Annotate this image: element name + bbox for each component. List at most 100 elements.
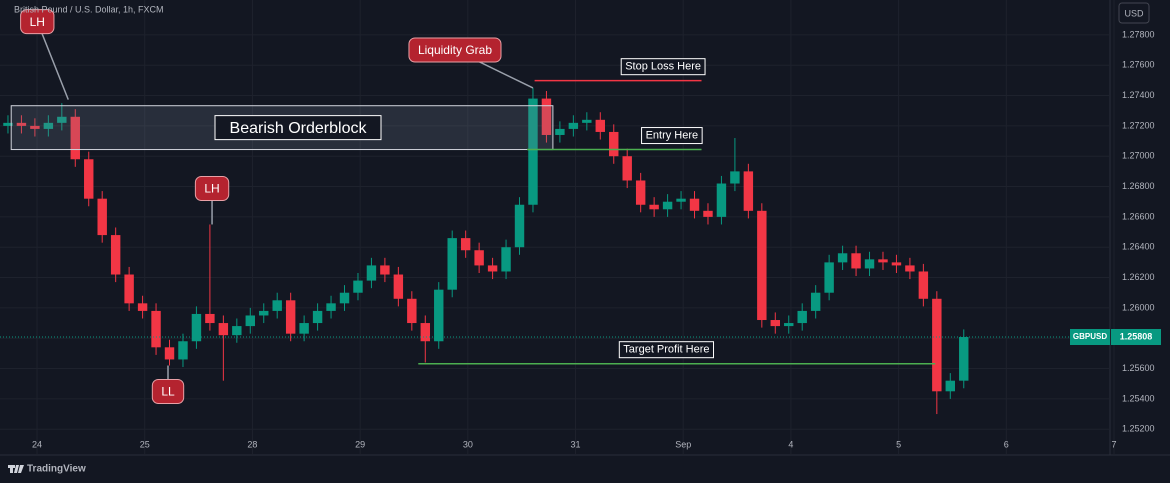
candle-body [905,265,915,272]
x-tick-label: 30 [463,439,473,449]
grid [0,0,1115,455]
y-tick-label: 1.27600 [1122,60,1155,70]
y-tick-label: 1.25400 [1122,393,1155,403]
candle-body [272,300,282,311]
candle-body [743,171,754,211]
y-tick-label: 1.27200 [1122,120,1155,130]
orderblock-label-box [214,115,382,141]
candle-body [676,198,686,202]
candle-body [595,119,605,132]
callout-label: LH [204,182,219,196]
candle-body [918,271,929,299]
currency-button[interactable] [1118,2,1150,24]
currency[interactable]: USD [1124,8,1144,18]
candle-body [528,98,538,205]
candle-body [959,337,969,381]
price-axis [1110,0,1170,483]
y-tick-label: 1.26400 [1122,242,1155,252]
candle-body [757,210,767,321]
y-tick-label: 1.25200 [1122,424,1155,434]
candle-body [70,116,80,160]
y-tick-label: 1.27000 [1122,151,1155,161]
candle-body [514,204,525,248]
candle-body [864,259,875,269]
candle-body [16,122,27,126]
ticks: 1.252001.254001.256001.258001.260001.262… [32,29,1161,449]
branding: TradingView [27,464,86,475]
candle-body [191,313,202,342]
candle-body [703,210,713,217]
callout-box [408,37,502,63]
candle-body [380,265,390,275]
y-tick-label: 1.25600 [1122,363,1155,373]
chart-title: British Pound / U.S. Dollar, 1h, FXCM [14,4,164,14]
callout-box [20,9,55,35]
candle-body [716,183,727,217]
candle-body [582,119,592,123]
candle-body [393,274,404,299]
candle-body [932,298,942,392]
level-label-box [618,341,715,359]
candle-body [232,326,242,336]
symbol-label: GBPUSD [1073,332,1107,341]
candle-body [474,250,484,266]
candle-body [501,247,511,272]
candle-body [97,198,107,236]
candle-body [797,310,807,324]
y-tick-label: 1.27800 [1122,29,1155,39]
candle-body [460,238,471,251]
symbol-tag [1070,329,1110,346]
callout-label: LL [161,385,175,399]
level-label: Target Profit Here [623,344,709,356]
candle-body [84,159,94,199]
candle-body [878,259,888,263]
level-label: Stop Loss Here [625,61,701,73]
candle-body [730,171,740,184]
y-tick-label: 1.26800 [1122,181,1155,191]
candle-body [810,292,821,311]
candle-body [662,201,673,210]
x-tick-label: 31 [571,439,581,449]
candle-body [137,303,148,311]
candle-body [30,125,40,129]
level-label-box [620,58,706,76]
candle-body [609,131,619,157]
orderblock-label: Bearish Orderblock [230,120,368,137]
candle-body [891,262,902,266]
candle-body [541,98,552,135]
candle-body [366,265,377,281]
candle-body [151,310,161,348]
candle-body [824,262,834,293]
callout-pointer [36,21,69,100]
candle-body [649,204,659,210]
x-tick-label: 7 [1111,439,1116,449]
price-label: 1.25808 [1120,331,1153,341]
y-tick-label: 1.26000 [1122,302,1155,312]
logo [8,465,24,473]
candle-body [622,156,632,181]
y-tick-label: 1.26200 [1122,272,1155,282]
candle-body [568,122,579,129]
candle-body [339,292,350,304]
candle-body [420,323,430,342]
candle-body [555,128,565,135]
candle-body [312,310,323,324]
y-tick-label: 1.26600 [1122,211,1155,221]
candle-body [3,122,13,126]
callout-label: LH [30,15,45,29]
callout-label: Liquidity Grab [418,43,492,57]
candle-body [353,280,363,293]
candle-body [837,253,848,263]
x-tick-label: 6 [1004,439,1009,449]
level-label: Entry Here [646,129,699,141]
candle-body [57,116,67,123]
candle-body [218,323,229,336]
candle-body [245,315,255,327]
candle-body [407,298,417,324]
candle-body [164,347,175,360]
x-tick-label: 5 [896,439,901,449]
x-tick-label: 25 [140,439,150,449]
callout-box [151,379,185,405]
candle-body [487,265,498,272]
